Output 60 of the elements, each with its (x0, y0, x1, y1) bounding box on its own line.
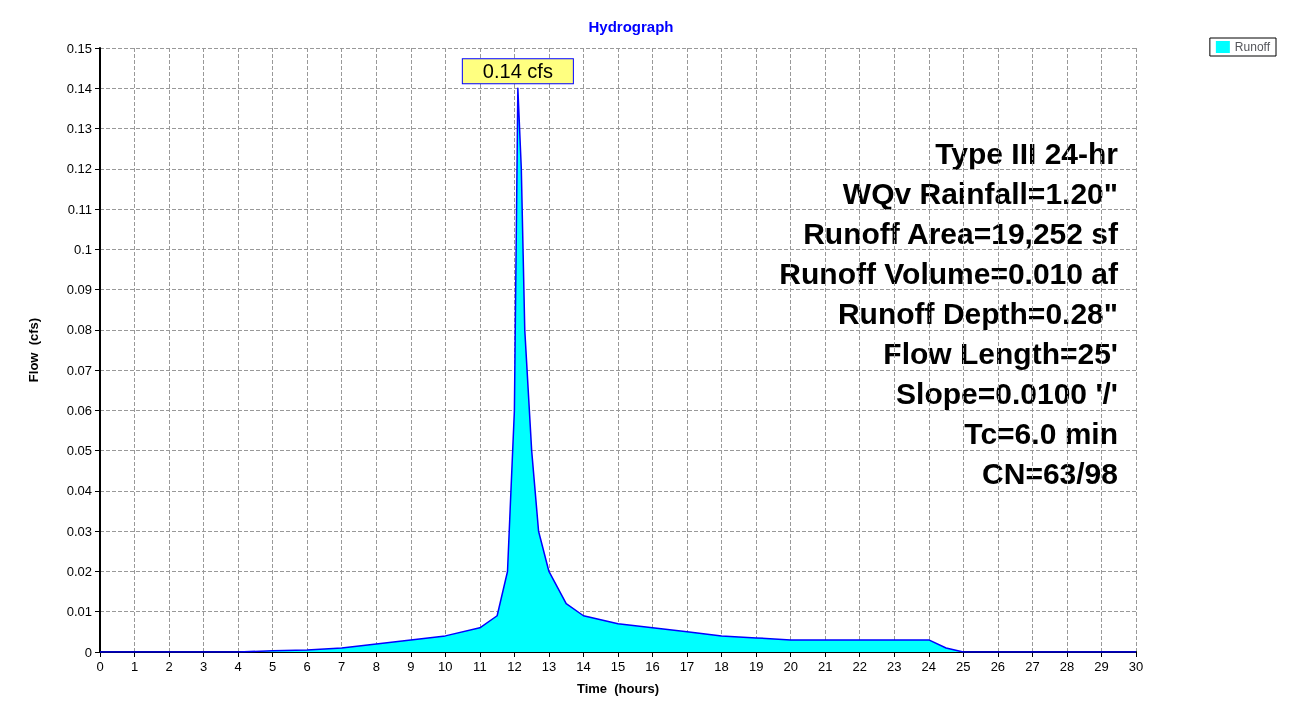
annotation: Runoff Volume=0.010 af (779, 256, 1120, 290)
y-tick-label: 0.07 (66, 362, 92, 378)
chart-title: Hydrograph (588, 18, 674, 35)
y-tick-label: 0.1 (73, 241, 92, 257)
annotation: Tc=6.0 min (964, 416, 1118, 450)
x-tick-label: 24 (921, 659, 937, 674)
x-tick-label: 13 (541, 659, 557, 674)
y-tick-label: 0.12 (66, 161, 92, 177)
x-tick-label: 23 (887, 659, 902, 674)
y-axis-title: Flow (cfs) (26, 317, 41, 383)
annotation: 0.14 cfs (482, 60, 553, 83)
x-tick-label: 22 (852, 659, 867, 674)
x-tick-label: 16 (645, 659, 660, 674)
x-tick-label: 15 (610, 659, 626, 674)
x-tick-label: 12 (507, 659, 522, 674)
y-tick-label: 0.14 (66, 80, 92, 96)
x-tick-label: 11 (473, 659, 487, 674)
x-tick-label: 5 (269, 659, 277, 674)
x-tick-label: 0 (96, 659, 104, 674)
x-tick-label: 29 (1094, 659, 1109, 674)
x-tick-label: 2 (165, 659, 173, 674)
x-tick-label: 30 (1128, 659, 1144, 674)
annotation: CN=63/98 (982, 456, 1118, 490)
x-tick-label: 17 (679, 659, 695, 674)
annotation: WQv Rainfall=1.20" (842, 176, 1118, 210)
y-tick-label: 0.06 (66, 402, 92, 418)
y-tick-label: 0.04 (66, 483, 92, 499)
x-tick-label: 25 (956, 659, 971, 674)
x-tick-label: 7 (338, 659, 346, 674)
x-tick-label: 18 (714, 659, 729, 674)
annotation: Runoff Area=19,252 sf (803, 216, 1119, 250)
y-tick-label: 0.09 (66, 282, 92, 298)
x-tick-label: 21 (817, 659, 833, 674)
x-tick-label: 19 (748, 659, 764, 674)
x-tick-label: 27 (1025, 659, 1040, 674)
x-tick-label: 6 (303, 659, 311, 674)
x-tick-label: 28 (1059, 659, 1075, 674)
annotation: Flow Length=25' (883, 336, 1118, 370)
x-axis-title: Time (hours) (576, 681, 660, 696)
x-tick-label: 14 (576, 659, 591, 674)
x-tick-label: 1 (130, 659, 139, 674)
x-tick-label: 8 (372, 659, 380, 674)
x-tick-label: 3 (199, 659, 208, 674)
x-tick-label: 10 (438, 659, 453, 674)
x-tick-label: 20 (783, 659, 798, 674)
y-tick-label: 0.11 (67, 201, 92, 217)
y-tick-label: 0.13 (66, 121, 92, 137)
y-tick-label: 0.05 (66, 443, 92, 459)
y-tick-label: 0 (84, 644, 92, 660)
x-tick-label: 4 (234, 659, 242, 674)
y-tick-label: 0.03 (66, 523, 92, 539)
y-tick-label: 0.15 (66, 40, 92, 56)
annotation: Runoff Depth=0.28" (837, 296, 1118, 330)
legend-label: Runoff (1234, 40, 1271, 54)
annotation: Slope=0.0100 '/' (896, 376, 1118, 410)
y-tick-label: 0.02 (66, 563, 92, 579)
y-tick-label: 0.08 (66, 322, 92, 338)
x-tick-label: 9 (407, 659, 415, 674)
x-tick-label: 26 (990, 659, 1006, 674)
y-tick-label: 0.01 (66, 604, 92, 620)
